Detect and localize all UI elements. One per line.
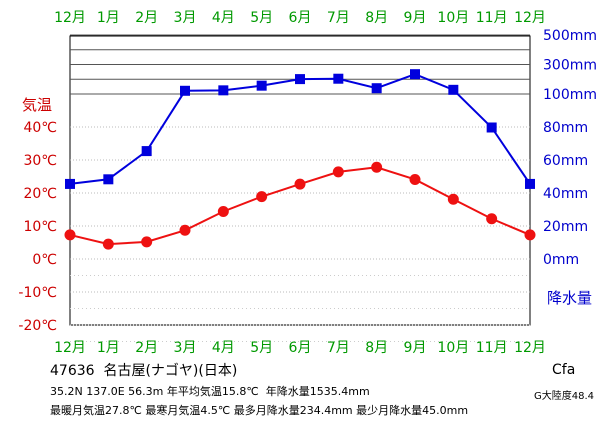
temperature-point bbox=[409, 173, 421, 185]
month-label-top: 4月 bbox=[212, 10, 235, 26]
precipitation-tick-label: 80mm bbox=[543, 120, 588, 136]
temperature-tick-label: -10℃ bbox=[18, 285, 57, 301]
precipitation-point bbox=[180, 85, 190, 96]
temperature-point bbox=[141, 236, 153, 248]
precipitation-point bbox=[333, 73, 344, 84]
month-labels-top: 12月 1月 2月 3月 4月 5月 6月 7月 8月 9月 10月 11月 12月 bbox=[54, 10, 546, 26]
temperature-axis-title: 気温 bbox=[22, 96, 52, 114]
month-label-bottom: 11月 bbox=[476, 340, 508, 356]
station-id: 47636 bbox=[50, 363, 95, 379]
month-label-top: 10月 bbox=[437, 10, 469, 26]
continentality-index: G大陸度48.4 bbox=[534, 391, 595, 402]
precipitation-point bbox=[65, 178, 75, 189]
max-precipitation: 最多月降水量234.4mm bbox=[233, 404, 353, 417]
precipitation-point bbox=[218, 85, 229, 96]
precipitation-tick-label: 20mm bbox=[543, 219, 588, 235]
temperature-tick-label: 20℃ bbox=[23, 186, 57, 202]
month-label-bottom: 4月 bbox=[212, 340, 235, 356]
month-label-top: 1月 bbox=[97, 10, 120, 26]
precipitation-point bbox=[525, 178, 535, 189]
month-label-top: 9月 bbox=[404, 10, 427, 26]
month-label-top: 5月 bbox=[250, 10, 273, 26]
month-label-bottom: 2月 bbox=[135, 340, 158, 356]
precipitation-tick-label: 0mm bbox=[543, 252, 579, 268]
month-label-bottom: 8月 bbox=[365, 340, 388, 356]
min-precipitation: 最少月降水量45.0mm bbox=[356, 404, 469, 417]
precipitation-point bbox=[371, 83, 382, 94]
month-label-top: 12月 bbox=[54, 10, 86, 26]
month-label-top: 6月 bbox=[289, 10, 312, 26]
precipitation-tick-label: 300mm bbox=[543, 58, 597, 74]
temperature-point bbox=[256, 191, 268, 203]
station-name: 名古屋(ナゴヤ)(日本) bbox=[103, 363, 238, 379]
temperature-tick-label: 0℃ bbox=[32, 252, 57, 268]
annual-temperature: 年平均気温15.8℃ bbox=[166, 385, 259, 398]
precipitation-point bbox=[103, 174, 114, 185]
precipitation-axis: 降水量 0mm 20mm 40mm 60mm 80mm 100mm 300mm 500mm bbox=[543, 28, 597, 307]
precipitation-point bbox=[295, 74, 305, 85]
precipitation-point bbox=[448, 84, 459, 95]
precipitation-tick-label: 60mm bbox=[543, 153, 588, 169]
temperature-tick-label: 40℃ bbox=[23, 120, 57, 136]
precipitation-point bbox=[256, 80, 267, 91]
month-label-top: 3月 bbox=[174, 10, 197, 26]
precipitation-axis-title: 降水量 bbox=[547, 289, 592, 307]
temperature-point bbox=[486, 213, 498, 225]
precipitation-tick-label: 500mm bbox=[543, 28, 597, 44]
month-label-top: 2月 bbox=[135, 10, 158, 26]
month-label-bottom: 12月 bbox=[54, 340, 86, 356]
temperature-tick-label: 30℃ bbox=[23, 153, 57, 169]
precipitation-tick-label: 40mm bbox=[543, 186, 588, 202]
climate-classification: Cfa bbox=[552, 362, 576, 378]
warmest-month: 最暖月気温27.8℃ bbox=[50, 404, 142, 417]
coldest-month: 最寒月気温4.5℃ bbox=[145, 404, 231, 417]
precipitation-point bbox=[410, 69, 420, 80]
month-label-bottom: 3月 bbox=[174, 340, 197, 356]
temperature-point bbox=[179, 224, 191, 236]
station-stats-1: 35.2N 137.0E 56.3m 年平均気温15.8℃ 年降水量1535.4… bbox=[50, 383, 370, 399]
temperature-point bbox=[371, 161, 383, 173]
month-label-bottom: 9月 bbox=[404, 340, 427, 356]
month-label-top: 11月 bbox=[476, 10, 508, 26]
month-label-bottom: 12月 bbox=[514, 340, 546, 356]
temperature-point bbox=[524, 229, 536, 241]
month-label-bottom: 10月 bbox=[437, 340, 469, 356]
temperature-point bbox=[102, 238, 114, 250]
precipitation-point bbox=[141, 146, 152, 157]
temperature-tick-label: -20℃ bbox=[18, 318, 57, 334]
temperature-point bbox=[447, 193, 459, 205]
month-labels-bottom: 12月 1月 2月 3月 4月 5月 6月 7月 8月 9月 10月 11月 12月 bbox=[54, 340, 546, 356]
month-label-bottom: 1月 bbox=[97, 340, 120, 356]
precipitation-tick-label: 100mm bbox=[543, 87, 597, 103]
temperature-point bbox=[332, 166, 344, 178]
series bbox=[64, 69, 536, 250]
month-label-bottom: 5月 bbox=[250, 340, 273, 356]
station-stats-2: 最暖月気温27.8℃ 最寒月気温4.5℃ 最多月降水量234.4mm 最少月降水… bbox=[50, 402, 468, 418]
month-label-top: 7月 bbox=[327, 10, 350, 26]
month-label-top: 8月 bbox=[365, 10, 388, 26]
annual-precipitation: 年降水量1535.4mm bbox=[265, 385, 370, 398]
temperature-point bbox=[217, 205, 229, 217]
precipitation-line bbox=[69, 73, 531, 185]
temperature-tick-label: 10℃ bbox=[23, 219, 57, 235]
month-label-bottom: 7月 bbox=[327, 340, 350, 356]
month-label-bottom: 6月 bbox=[289, 340, 312, 356]
station-coords: 35.2N 137.0E 56.3m bbox=[50, 385, 164, 398]
temperature-point bbox=[294, 178, 306, 190]
precipitation-point bbox=[486, 122, 497, 133]
month-label-top: 12月 bbox=[514, 10, 546, 26]
station-title: 47636 名古屋(ナゴヤ)(日本) bbox=[50, 360, 237, 380]
temperature-point bbox=[64, 229, 76, 241]
temperature-axis: 気温 -20℃ -10℃ 0℃ 10℃ 20℃ 30℃ 40℃ bbox=[18, 96, 57, 334]
